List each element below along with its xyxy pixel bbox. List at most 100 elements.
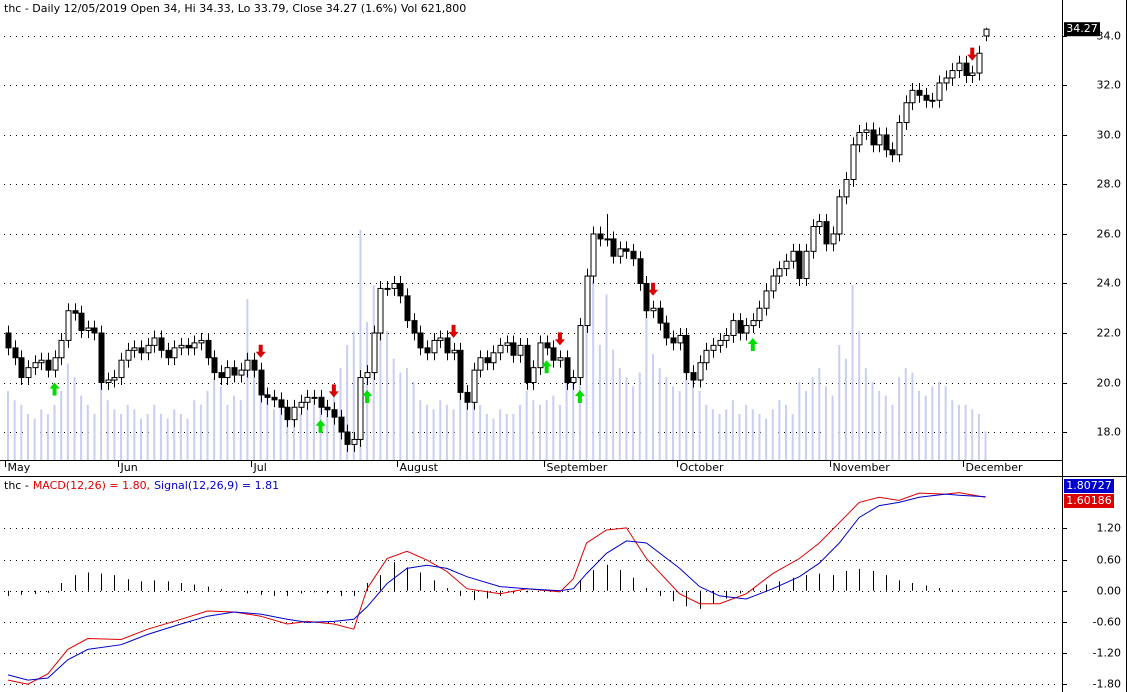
y-tick-label: 34.0 — [1097, 30, 1122, 43]
y-tick-label: 22.0 — [1097, 327, 1122, 340]
candle-body — [244, 359, 251, 371]
volume-bar — [133, 409, 136, 460]
volume-bar — [878, 391, 881, 460]
volume-bar — [246, 299, 249, 460]
candle-body — [105, 379, 112, 384]
candle-body — [830, 233, 837, 245]
candle-body — [457, 349, 464, 393]
candle-body — [397, 282, 404, 297]
candle-body — [318, 396, 325, 408]
volume-bar — [253, 368, 256, 460]
volume-bar — [445, 404, 448, 460]
volume-bar — [685, 358, 688, 460]
candle-body — [703, 349, 710, 364]
x-tick-label: May — [8, 461, 31, 474]
volume-bar — [7, 391, 9, 460]
volume-bar — [346, 345, 349, 460]
volume-bar — [751, 409, 754, 460]
candle-body — [976, 52, 983, 74]
volume-bar — [944, 386, 947, 460]
candle-body — [737, 320, 744, 334]
volume-bar — [73, 377, 76, 460]
candle-body — [331, 409, 338, 418]
volume-bar — [545, 400, 548, 460]
candle-body — [58, 339, 65, 359]
volume-bar — [20, 404, 23, 460]
volume-bar — [771, 409, 774, 460]
candle-body — [929, 99, 936, 102]
candle-body — [271, 396, 278, 401]
volume-bar — [725, 409, 728, 460]
candle-body — [983, 28, 990, 37]
volume-bar — [273, 409, 275, 460]
volume-bar — [864, 368, 867, 460]
volume-bar — [46, 414, 49, 460]
volume-bar — [831, 395, 834, 460]
indicator-line — [7, 492, 986, 685]
volume-bar — [505, 414, 508, 460]
volume-bar — [785, 404, 788, 460]
candle-body — [936, 82, 943, 101]
volume-bar — [206, 391, 209, 460]
volume-bar — [40, 409, 43, 460]
volume-bar — [884, 395, 887, 460]
volume-bar — [738, 414, 741, 460]
volume-bar — [805, 391, 807, 460]
volume-bar — [279, 404, 282, 460]
candle-body — [770, 275, 777, 292]
candle-body — [803, 250, 810, 280]
candle-body — [484, 357, 491, 364]
volume-bar — [698, 391, 701, 460]
candle-body — [165, 349, 172, 359]
volume-bar — [173, 409, 176, 460]
volume-bar — [126, 404, 129, 460]
sell-arrow — [967, 47, 978, 61]
volume-bar — [266, 395, 269, 460]
volume-bar — [239, 400, 242, 460]
last-value-box — [1064, 494, 1114, 508]
candle-body — [238, 369, 245, 376]
indicator-line — [7, 493, 986, 681]
volume-bar — [984, 431, 987, 460]
volume-bar — [60, 391, 63, 460]
volume-bar — [558, 404, 561, 460]
volume-bar — [891, 404, 894, 460]
buy-arrow — [574, 389, 585, 403]
candle-body — [131, 347, 138, 351]
x-tick-label: November — [833, 461, 891, 474]
volume-bar — [818, 368, 821, 460]
candle-body — [856, 131, 863, 146]
volume-bar — [53, 404, 56, 460]
volume-bar — [199, 404, 202, 460]
volume-bar — [565, 377, 568, 460]
volume-bar — [645, 289, 648, 460]
candle-body — [98, 332, 105, 384]
volume-bar — [678, 391, 681, 460]
candle-body — [723, 334, 730, 341]
indicator-title: thc - MACD(12,26) = 1.80, Signal(12,26,9) … — [4, 479, 279, 492]
last-price-box — [1064, 22, 1100, 37]
candle-body — [643, 282, 650, 312]
volume-bar — [512, 414, 515, 460]
buy-arrow — [49, 382, 60, 396]
candle-body — [364, 372, 371, 379]
candle-body — [903, 102, 910, 124]
volume-bar — [718, 414, 721, 460]
candle-body — [697, 362, 704, 381]
buy-arrow — [541, 360, 552, 374]
volume-bar — [485, 414, 488, 460]
candle-body — [52, 357, 59, 371]
candle-body — [889, 149, 896, 156]
candle-body — [923, 94, 930, 101]
candle-body — [125, 349, 132, 361]
buy-arrow — [362, 389, 373, 403]
candle-body — [12, 347, 19, 359]
volume-bar — [452, 409, 455, 460]
candle-body — [424, 347, 431, 354]
volume-bar — [299, 414, 302, 460]
volume-bar — [605, 294, 608, 460]
buy-arrow — [747, 337, 758, 351]
sell-arrow — [648, 282, 659, 296]
volume-bar — [672, 386, 674, 460]
